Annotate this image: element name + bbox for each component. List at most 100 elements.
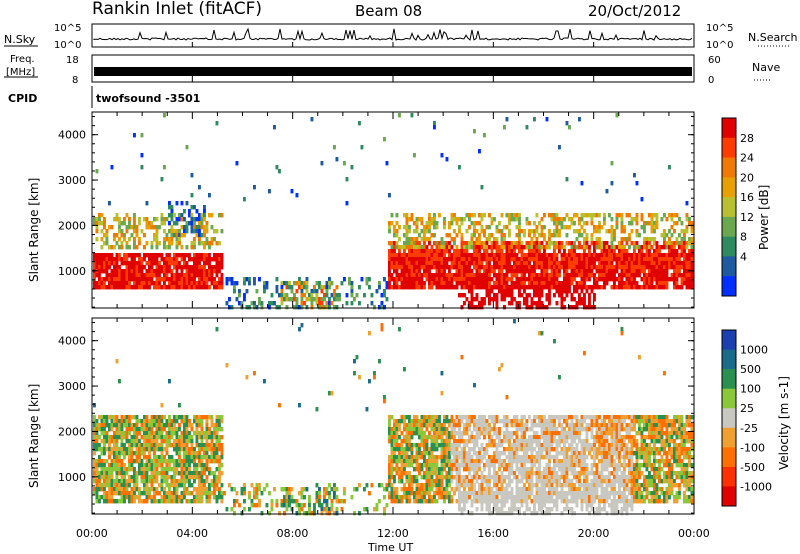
heatmap-cell [140,281,144,286]
heatmap-cell [165,419,169,424]
heatmap-cell [428,249,431,254]
heatmap-cell [625,241,629,246]
heatmap-cell [103,483,106,488]
heatmap-cell [453,463,456,468]
heatmap-cell [130,463,134,468]
heatmap-cell [188,483,191,488]
heatmap-cell [480,459,484,464]
heatmap-cell [600,261,604,266]
heatmap-cell [545,269,549,274]
heatmap-cell [648,253,651,258]
heatmap-cell [373,375,376,380]
heatmap-cell [488,245,491,250]
heatmap-cell [208,245,211,250]
heatmap-cell [193,499,196,504]
heatmap-cell [660,217,664,222]
heatmap-cell [515,281,519,286]
heatmap-cell [140,419,144,424]
heatmap-cell [390,459,394,464]
heatmap-cell [488,471,491,476]
heatmap-cell [620,229,624,234]
heatmap-cell [103,253,106,258]
heatmap-cell [625,285,629,290]
heatmap-cell [583,301,586,306]
heatmap-cell [610,229,614,234]
heatmap-cell [425,277,429,282]
heatmap-cell [398,435,401,440]
heatmap-cell [583,265,586,270]
heatmap-cell [473,419,476,424]
heatmap-cell [270,301,274,306]
heatmap-cell [578,269,581,274]
heatmap-cell [148,225,151,230]
heatmap-cell [345,201,349,206]
heatmap-cell [563,249,566,254]
heatmap-cell [680,229,684,234]
heatmap-cell [488,289,491,294]
heatmap-cell [153,459,156,464]
heatmap-cell [463,301,466,306]
heatmap-cell [400,269,404,274]
heatmap-cell [135,475,139,480]
heatmap-cell [115,359,119,364]
heatmap-cell [525,305,529,310]
heatmap-cell [273,125,276,130]
heatmap-cell [245,375,249,380]
heatmap-cell [598,213,601,218]
heatmap-cell [275,499,279,504]
heatmap-cell [95,225,99,230]
heatmap-cell [395,447,399,452]
heatmap-cell [513,217,516,222]
heatmap-cell [423,459,426,464]
heatmap-cell [428,265,431,270]
heatmap-cell [488,225,491,230]
heatmap-cell [505,293,509,298]
heatmap-cell [198,281,201,286]
heatmap-cell [503,435,506,440]
heatmap-cell [398,447,401,452]
heatmap-cell [200,431,204,436]
heatmap-cell [385,285,389,290]
heatmap-cell [480,301,484,306]
heatmap-cell [133,467,136,472]
heatmap-cell [425,249,429,254]
heatmap-cell [398,419,401,424]
heatmap-cell [153,225,156,230]
heatmap-cell [198,285,201,290]
heatmap-cell [335,495,339,500]
heatmap-cell [388,491,391,496]
heatmap-cell [605,245,609,250]
heatmap-cell [160,269,164,274]
heatmap-cell [328,297,331,302]
heatmap-cell [598,221,601,226]
heatmap-cell [618,277,621,282]
heatmap-cell [488,423,491,428]
heatmap-cell [625,269,629,274]
heatmap-cell [463,487,466,492]
heatmap-cell [573,241,576,246]
heatmap-cell [400,265,404,270]
heatmap-cell [193,269,196,274]
heatmap-cell [403,233,406,238]
heatmap-cell [100,451,104,456]
heatmap-cell [560,217,564,222]
heatmap-cell [160,455,164,460]
heatmap-cell [178,229,181,234]
heatmap-cell [218,467,221,472]
heatmap-cell [218,443,221,448]
heatmap-cell [153,285,156,290]
heatmap-cell [485,503,489,508]
heatmap-cell [395,499,399,504]
heatmap-cell [133,423,136,428]
heatmap-cell [155,281,159,286]
heatmap-cell [160,221,164,226]
heatmap-cell [593,213,596,218]
heatmap-cell [385,483,389,488]
heatmap-cell [153,487,156,492]
heatmap-cell [508,265,511,270]
heatmap-cell [478,269,481,274]
heatmap-cell [595,245,599,250]
heatmap-cell [558,229,561,234]
heatmap-cell [135,451,139,456]
heatmap-cell [358,301,361,306]
